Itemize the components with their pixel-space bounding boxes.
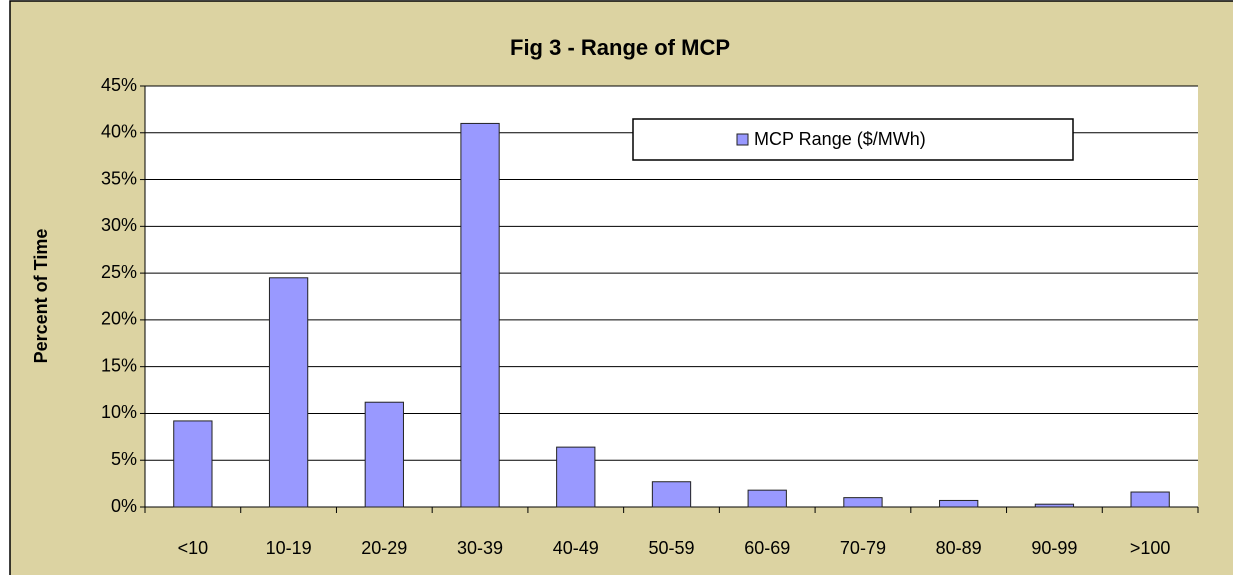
- legend-swatch: [736, 133, 749, 146]
- bar: [1034, 503, 1075, 508]
- bar: [460, 122, 500, 508]
- y-axis-label: Percent of Time: [31, 229, 51, 364]
- bar: [1130, 491, 1170, 508]
- y-tick-label: 10%: [101, 402, 137, 422]
- y-tick-label: 15%: [101, 355, 137, 375]
- bar: [268, 277, 309, 508]
- y-tick-label: 0%: [111, 496, 137, 516]
- x-tick-label: 50-59: [648, 538, 694, 558]
- x-tick-label: <10: [178, 538, 209, 558]
- legend-box: [632, 118, 1074, 161]
- y-tick-label: 20%: [101, 309, 137, 329]
- y-tick-label: 45%: [101, 75, 137, 95]
- bar: [556, 446, 596, 508]
- bar: [747, 489, 787, 508]
- x-tick-label: 60-69: [744, 538, 790, 558]
- x-tick-label: 30-39: [457, 538, 503, 558]
- y-tick-label: 25%: [101, 262, 137, 282]
- bar: [843, 497, 883, 508]
- x-tick-label: 70-79: [840, 538, 886, 558]
- bar: [173, 420, 213, 508]
- x-tick-label: 40-49: [553, 538, 599, 558]
- legend-label: MCP Range ($/MWh): [754, 129, 926, 149]
- bar: [651, 481, 692, 508]
- x-tick-label: 10-19: [266, 538, 312, 558]
- bar: [939, 499, 979, 508]
- y-tick-label: 5%: [111, 449, 137, 469]
- x-tick-label: 20-29: [361, 538, 407, 558]
- x-tick-label: 80-89: [936, 538, 982, 558]
- bar: [364, 401, 404, 508]
- x-tick-label: >100: [1130, 538, 1171, 558]
- y-tick-label: 35%: [101, 168, 137, 188]
- y-tick-label: 30%: [101, 215, 137, 235]
- chart-title: Fig 3 - Range of MCP: [510, 35, 730, 60]
- x-tick-label: 90-99: [1031, 538, 1077, 558]
- y-tick-label: 40%: [101, 122, 137, 142]
